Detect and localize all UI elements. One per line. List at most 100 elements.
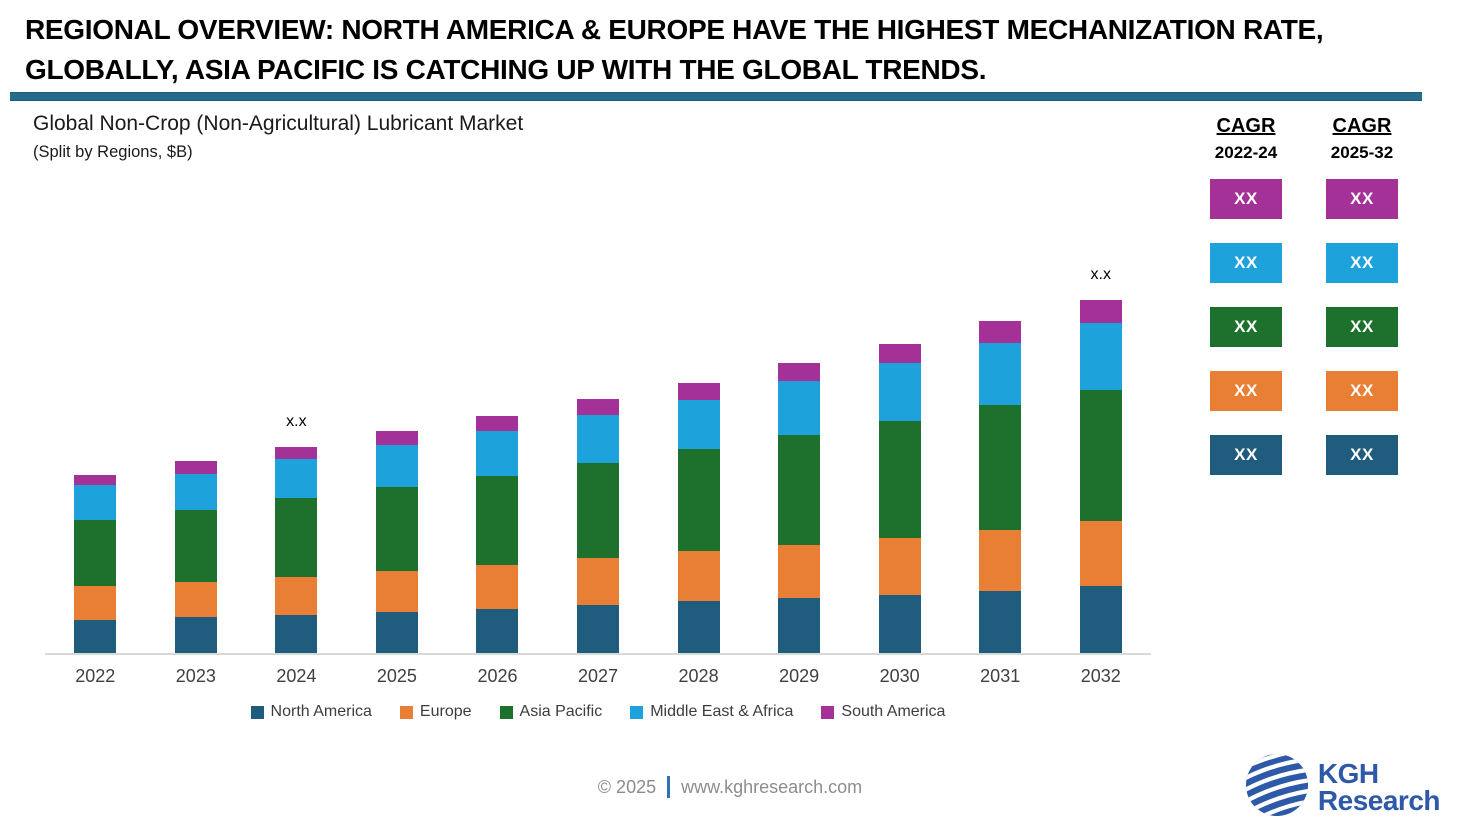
bar-segment-south-america-2031 xyxy=(979,321,1022,344)
bar-segment-north-america-2028 xyxy=(677,601,720,653)
x-axis-label-2029: 2029 xyxy=(779,666,820,686)
headline: REGIONAL OVERVIEW: NORTH AMERICA & EUROP… xyxy=(25,14,1324,85)
bar-stack-2031 xyxy=(979,321,1022,653)
bar-segment-middle-east-africa-2022 xyxy=(74,485,117,520)
cagr-value-box-middle-east-africa: XX xyxy=(1326,243,1398,283)
bar-segment-asia-pacific-2027 xyxy=(577,462,619,558)
bar-segment-middle-east-africa-2025 xyxy=(375,445,418,488)
cagr-title: CAGR xyxy=(1332,115,1392,137)
bar-stack-2024 xyxy=(275,446,318,653)
bar-segment-north-america-2031 xyxy=(979,590,1022,653)
chart-subtitle: (Split by Regions, $B) xyxy=(33,143,193,161)
legend-label: Middle East & Africa xyxy=(650,703,794,720)
bar-stack-2027 xyxy=(577,399,619,653)
bar-segment-asia-pacific-2024 xyxy=(275,497,318,577)
legend-swatch xyxy=(250,705,264,719)
bar-segment-asia-pacific-2023 xyxy=(174,509,217,582)
legend-label: Asia Pacific xyxy=(519,703,603,720)
bar-segment-europe-2022 xyxy=(74,586,117,620)
bar-stack-2026 xyxy=(476,415,519,653)
bar-segment-north-america-2029 xyxy=(778,597,821,653)
bar-column-2023: 2023 xyxy=(146,250,247,686)
bar-stack-2032 xyxy=(1079,299,1122,653)
bar-segment-asia-pacific-2031 xyxy=(979,404,1022,530)
bar-segment-north-america-2032 xyxy=(1079,586,1122,653)
bar-segment-europe-2029 xyxy=(778,544,821,598)
globe-icon xyxy=(1244,752,1310,823)
bar-stack-2022 xyxy=(74,474,117,653)
cagr-value-box-asia-pacific: XX xyxy=(1326,307,1398,347)
bar-segment-middle-east-africa-2023 xyxy=(174,474,217,510)
bar-segment-north-america-2024 xyxy=(275,615,318,653)
bar-segment-north-america-2025 xyxy=(375,612,418,653)
x-axis-label-2030: 2030 xyxy=(879,666,920,686)
x-axis-label-2032: 2032 xyxy=(1080,666,1121,686)
bar-stack-2030 xyxy=(878,344,921,653)
x-axis-label-2028: 2028 xyxy=(678,666,719,686)
logo-text: KGH Research xyxy=(1317,760,1441,816)
kgh-logo: KGH Research xyxy=(1244,752,1441,823)
footer-website: www.kghresearch.com xyxy=(681,776,863,797)
bar-segment-middle-east-africa-2028 xyxy=(677,399,720,450)
legend-swatch xyxy=(399,705,413,719)
bar-segment-south-america-2023 xyxy=(174,461,217,475)
bar-segment-south-america-2027 xyxy=(577,399,619,416)
bar-segment-north-america-2030 xyxy=(878,594,921,653)
chart-legend: North America Europe Asia Pacific Middle Ea… xyxy=(45,703,1151,721)
logo-line2: Research xyxy=(1317,784,1441,816)
bar-segment-europe-2030 xyxy=(878,538,921,595)
footer-copyright: © 2025 xyxy=(597,776,657,797)
bar-segment-middle-east-africa-2024 xyxy=(275,459,318,498)
bar-value-annotation-2032: x.x xyxy=(1090,265,1111,283)
cagr-column-2025-32: CAGR 2025-32 XX XX XX XX XX xyxy=(1306,115,1418,499)
cagr-value-box-north-america: XX xyxy=(1326,435,1398,475)
bar-segment-europe-2028 xyxy=(677,551,720,601)
cagr-value-box-middle-east-africa: XX xyxy=(1210,243,1282,283)
cagr-value-box-south-america: XX xyxy=(1210,179,1282,219)
legend-item-asia-pacific: Asia Pacific xyxy=(499,703,603,721)
bar-segment-south-america-2024 xyxy=(275,446,318,460)
bar-column-2022: 2022 xyxy=(45,250,146,686)
bar-segment-south-america-2022 xyxy=(74,474,117,486)
bar-column-2028: 2028 xyxy=(648,250,749,686)
bar-stack-2025 xyxy=(375,431,418,653)
cagr-box-list: XX XX XX XX XX xyxy=(1190,179,1302,475)
bar-segment-europe-2032 xyxy=(1079,521,1122,587)
bar-column-2027: 2027 xyxy=(548,250,649,686)
cagr-column-2022-24: CAGR 2022-24 XX XX XX XX XX xyxy=(1190,115,1302,499)
legend-swatch xyxy=(630,705,644,719)
cagr-value-box-europe: XX xyxy=(1326,371,1398,411)
bar-column-2031: 2031 xyxy=(950,250,1051,686)
legend-swatch xyxy=(499,705,513,719)
bar-column-2030: 2030 xyxy=(849,250,950,686)
footer-separator xyxy=(667,776,671,798)
bar-segment-north-america-2026 xyxy=(476,608,519,653)
bar-segment-south-america-2032 xyxy=(1079,299,1122,324)
bar-segment-europe-2025 xyxy=(375,570,418,612)
bar-value-annotation-2024: x.x xyxy=(286,412,307,430)
legend-item-north-america: North America xyxy=(250,703,372,721)
bar-column-2029: 2029 xyxy=(749,250,850,686)
bar-column-2032: x.x 2032 xyxy=(1050,250,1151,686)
legend-swatch xyxy=(821,705,835,719)
bar-segment-europe-2026 xyxy=(476,564,519,609)
bar-stack-2023 xyxy=(174,461,217,653)
bar-segment-europe-2023 xyxy=(174,581,217,617)
chart-title: Global Non-Crop (Non-Agricultural) Lubri… xyxy=(33,112,524,135)
bar-segment-europe-2024 xyxy=(275,576,318,616)
x-axis-label-2031: 2031 xyxy=(980,666,1021,686)
cagr-title: CAGR xyxy=(1216,115,1276,137)
x-axis-label-2027: 2027 xyxy=(577,666,619,686)
legend-item-europe: Europe xyxy=(399,703,472,721)
bar-segment-north-america-2027 xyxy=(577,604,619,653)
bar-segment-middle-east-africa-2031 xyxy=(979,343,1022,405)
x-axis-label-2023: 2023 xyxy=(175,666,216,686)
stacked-bar-chart: 2022 2023 x.x 2024 2025 2026 2027 2028 2029 2030 2… xyxy=(45,250,1151,686)
bar-segment-south-america-2025 xyxy=(375,431,418,446)
cagr-value-box-asia-pacific: XX xyxy=(1210,307,1282,347)
bar-stack-2028 xyxy=(677,382,720,653)
bar-segment-asia-pacific-2029 xyxy=(778,434,821,545)
legend-item-south-america: South America xyxy=(821,703,945,721)
bar-segment-asia-pacific-2022 xyxy=(74,519,117,587)
bar-segment-north-america-2022 xyxy=(74,619,117,653)
